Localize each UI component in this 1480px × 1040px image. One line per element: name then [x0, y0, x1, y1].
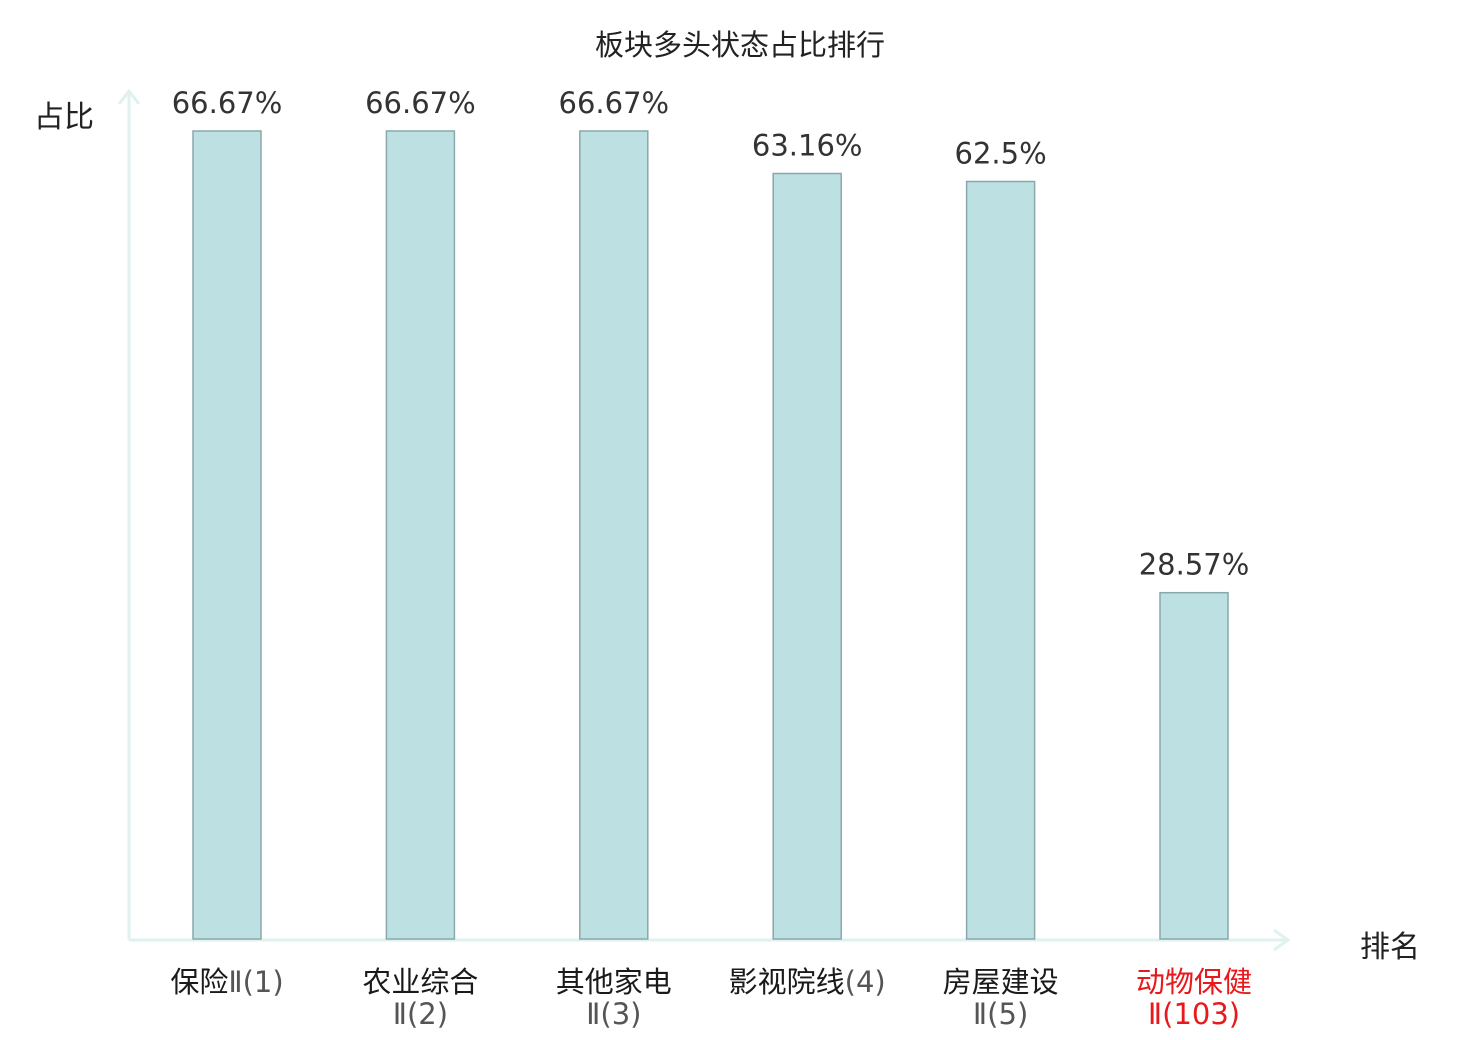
y-axis-arrow	[117, 88, 141, 105]
x-axis-label: 排名	[1360, 930, 1420, 965]
x-tick-suffix-4: (4)	[844, 965, 886, 999]
x-tick-label-3: 其他家电 Ⅱ(3)	[514, 966, 714, 1030]
value-label-6: 28.57%	[1139, 548, 1250, 582]
x-tick-name-3: 其他家电	[555, 965, 672, 999]
x-tick-label-4: 影视院线(4)	[707, 966, 907, 998]
x-tick-name-5: 房屋建设	[942, 965, 1059, 999]
value-label-2: 66.67%	[365, 86, 476, 120]
bar-6	[1159, 591, 1229, 940]
x-tick-label-5: 房屋建设 Ⅱ(5)	[901, 966, 1101, 1030]
value-label-1: 66.67%	[172, 86, 283, 120]
x-tick-name-2: 农业综合	[362, 965, 479, 999]
value-label-5: 62.5%	[955, 137, 1047, 171]
x-tick-label-6: 动物保健 Ⅱ(103)	[1094, 966, 1294, 1030]
bar-1	[192, 130, 262, 940]
x-tick-suffix-5: Ⅱ(5)	[972, 997, 1029, 1031]
bar-2	[385, 130, 456, 940]
x-tick-name-1: 保险	[170, 965, 229, 999]
x-tick-label-1: 保险Ⅱ(1)	[127, 966, 327, 998]
axes	[117, 88, 1291, 952]
x-axis-arrow	[1273, 928, 1291, 952]
y-axis-label: 占比	[34, 100, 94, 135]
x-tick-name-4: 影视院线	[728, 965, 845, 999]
chart-title: 板块多头状态占比排行	[594, 28, 885, 62]
value-label-4: 63.16%	[752, 129, 863, 163]
value-label-3: 66.67%	[559, 86, 670, 120]
x-tick-name-6: 动物保健	[1135, 965, 1252, 999]
x-tick-suffix-3: Ⅱ(3)	[586, 997, 642, 1031]
x-tick-suffix-2: Ⅱ(2)	[392, 997, 449, 1031]
x-tick-label-2: 农业综合 Ⅱ(2)	[320, 966, 520, 1030]
bar-3	[579, 130, 649, 940]
bars-group	[192, 130, 1229, 940]
x-tick-suffix-1: Ⅱ(1)	[228, 965, 284, 999]
bar-5	[965, 180, 1036, 940]
value-labels-group: 66.67% 66.67% 66.67% 63.16% 62.5% 28.57%	[172, 86, 1250, 582]
bar-4	[772, 172, 842, 940]
x-tick-suffix-6: Ⅱ(103)	[1147, 997, 1241, 1031]
